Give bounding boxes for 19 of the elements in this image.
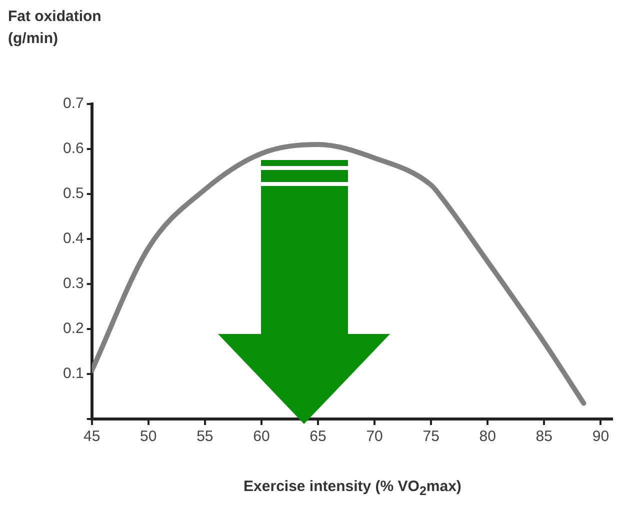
y-tick-label: 0.3 <box>62 275 84 292</box>
y-tick-label: 0.5 <box>62 185 84 202</box>
x-tick-label: 45 <box>84 428 100 446</box>
y-tick-label: 0.2 <box>62 320 84 338</box>
x-tick-label: 90 <box>592 428 610 446</box>
x-tick-label: 80 <box>479 428 496 446</box>
y-axis-title: Fat oxidation (g/min) <box>8 7 102 49</box>
y-tick-label: 0.1 <box>62 365 84 382</box>
x-tick-label: 60 <box>253 428 270 446</box>
x-tick-label: 75 <box>422 428 440 446</box>
x-tick-label: 55 <box>196 428 214 446</box>
x-tick-label: 70 <box>366 428 383 446</box>
x-tick-label: 85 <box>536 428 552 446</box>
x-tick-label: 50 <box>140 428 157 446</box>
y-tick-label: 0.6 <box>62 140 84 158</box>
y-tick-label: 0.7 <box>62 95 84 112</box>
x-tick-label: 65 <box>310 428 326 446</box>
x-axis-title: Exercise intensity (% VO$_{2}$max) <box>242 478 462 498</box>
y-tick-label: 0.4 <box>62 230 84 248</box>
